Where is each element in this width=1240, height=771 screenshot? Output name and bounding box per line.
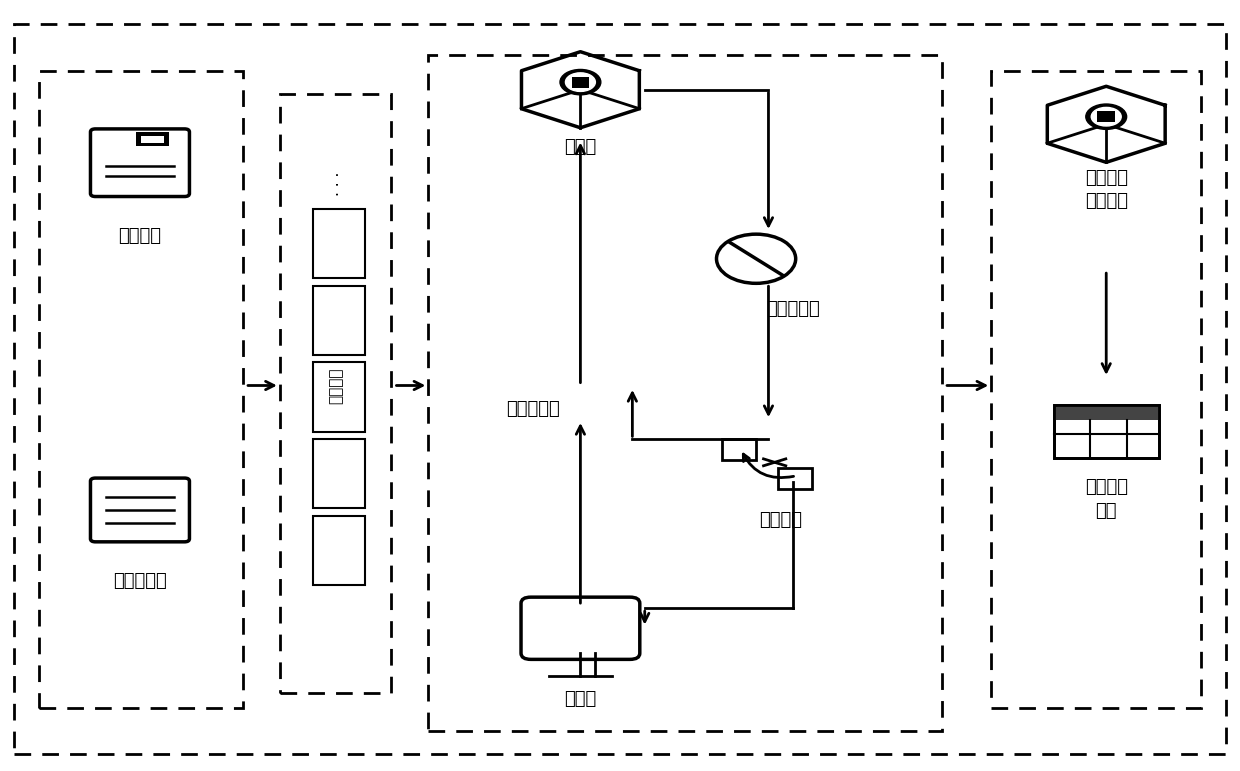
Bar [314, 516, 365, 585]
Text: 查询策略: 查询策略 [759, 511, 802, 529]
Bar [777, 468, 812, 490]
Circle shape [1091, 107, 1121, 126]
Bar [314, 209, 365, 278]
Text: 完成训练
的分类器: 完成训练 的分类器 [1085, 169, 1127, 210]
Text: 特征向量: 特征向量 [327, 367, 343, 404]
Text: 分类器: 分类器 [564, 138, 596, 157]
Bar [1054, 405, 1159, 459]
Text: 未标记数据: 未标记数据 [113, 572, 167, 591]
Text: 扩展的数
据集: 扩展的数 据集 [1085, 478, 1127, 520]
Bar [314, 285, 365, 355]
Bar [722, 439, 756, 460]
Text: 已标记数据: 已标记数据 [506, 399, 560, 418]
Bar [314, 439, 365, 508]
Text: 未标记数据: 未标记数据 [766, 300, 820, 318]
Bar [1054, 405, 1159, 419]
Circle shape [1086, 104, 1127, 130]
FancyBboxPatch shape [91, 129, 190, 197]
FancyBboxPatch shape [91, 478, 190, 542]
Bar [314, 362, 365, 432]
FancyBboxPatch shape [521, 598, 640, 659]
Circle shape [565, 72, 595, 92]
Text: 监督者: 监督者 [564, 690, 596, 708]
Bar [572, 76, 589, 88]
Bar [1054, 405, 1159, 459]
Circle shape [560, 69, 601, 95]
Bar [1097, 111, 1115, 122]
Bar [135, 132, 170, 146]
Text: 标记数据: 标记数据 [119, 227, 161, 244]
Text: · · ·: · · · [331, 172, 347, 197]
Bar [140, 136, 164, 143]
